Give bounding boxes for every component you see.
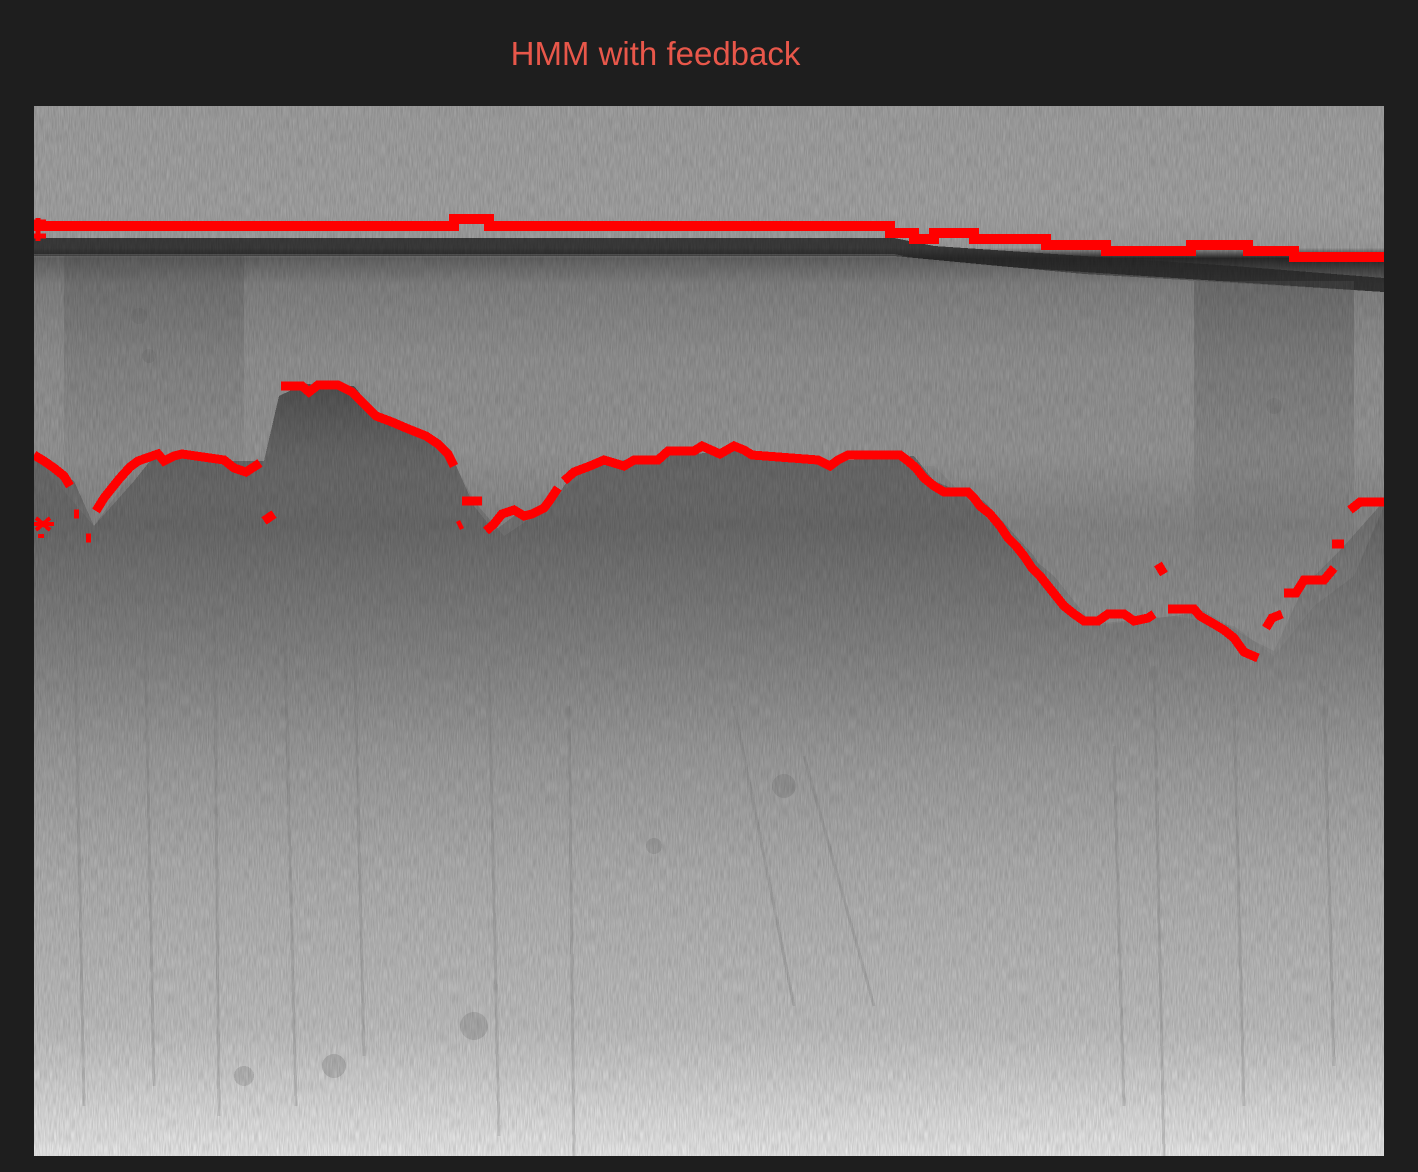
radargram-panel [34,106,1384,1156]
figure-title: HMM with feedback [510,35,801,72]
surface-boundary [34,214,1384,262]
radargram-grain [34,106,1384,1156]
bottom-boundary [34,380,1384,663]
